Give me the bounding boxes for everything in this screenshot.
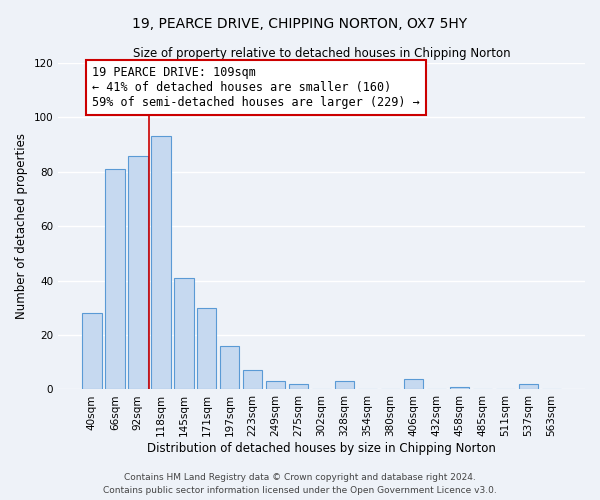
Bar — [404, 378, 423, 390]
Bar — [518, 384, 538, 390]
Bar — [220, 346, 239, 390]
Bar — [82, 314, 101, 390]
Bar — [335, 382, 355, 390]
Bar — [105, 169, 125, 390]
Bar — [449, 386, 469, 390]
Bar — [128, 156, 148, 390]
Text: 19, PEARCE DRIVE, CHIPPING NORTON, OX7 5HY: 19, PEARCE DRIVE, CHIPPING NORTON, OX7 5… — [133, 18, 467, 32]
Bar — [289, 384, 308, 390]
Title: Size of property relative to detached houses in Chipping Norton: Size of property relative to detached ho… — [133, 48, 511, 60]
Bar — [174, 278, 194, 390]
Bar — [243, 370, 262, 390]
X-axis label: Distribution of detached houses by size in Chipping Norton: Distribution of detached houses by size … — [147, 442, 496, 455]
Bar — [151, 136, 170, 390]
Bar — [197, 308, 217, 390]
Text: 19 PEARCE DRIVE: 109sqm
← 41% of detached houses are smaller (160)
59% of semi-d: 19 PEARCE DRIVE: 109sqm ← 41% of detache… — [92, 66, 419, 109]
Bar — [266, 382, 286, 390]
Y-axis label: Number of detached properties: Number of detached properties — [15, 134, 28, 320]
Text: Contains HM Land Registry data © Crown copyright and database right 2024.
Contai: Contains HM Land Registry data © Crown c… — [103, 474, 497, 495]
